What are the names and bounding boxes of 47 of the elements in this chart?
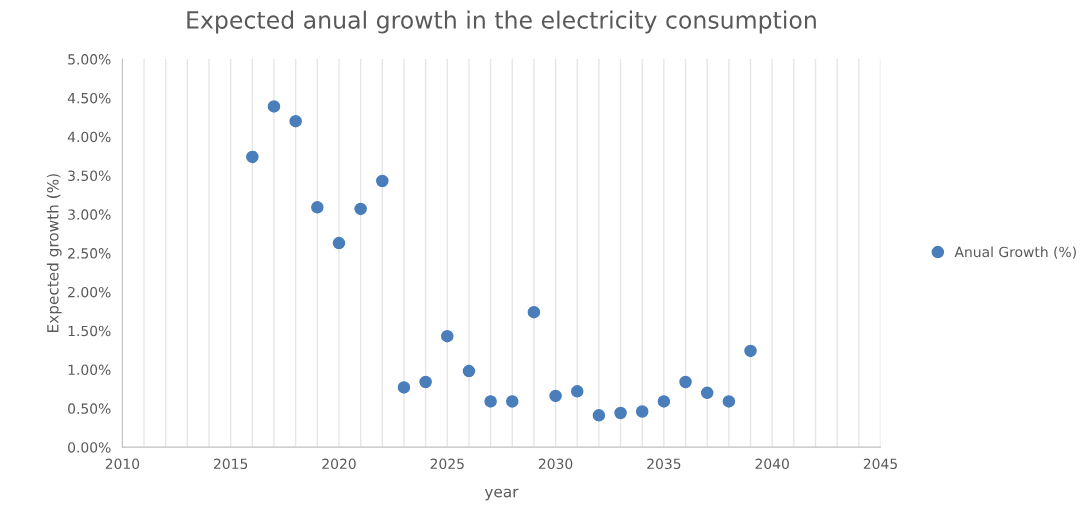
point	[441, 329, 454, 343]
point	[679, 375, 692, 389]
point	[722, 395, 736, 408]
y-tick-label: 4.00%	[67, 131, 111, 143]
chart-title: Expected anual growth in the electricity consumption	[187, 10, 816, 34]
y-tick-label: 3.00%	[68, 209, 111, 220]
x-tick-label: 2010	[105, 458, 140, 470]
y-tick-label: 2.50%	[68, 248, 111, 259]
y-tick-label: 0.50%	[68, 403, 111, 414]
x-tick-label: 2035	[647, 458, 681, 470]
point	[484, 395, 497, 408]
point	[332, 236, 346, 250]
point	[614, 406, 627, 420]
y-tick-label: 0.00%	[68, 442, 111, 453]
y-tick-label: 2.00%	[68, 286, 111, 298]
x-tick-label: 2030	[538, 458, 573, 470]
point	[700, 386, 714, 400]
y-tick-label: 3.50%	[68, 170, 111, 182]
point	[592, 409, 606, 422]
y-axis-title: Expected growth (%)	[46, 174, 62, 332]
point	[570, 385, 584, 398]
point	[267, 100, 281, 113]
x-tick-label: 2015	[214, 458, 248, 470]
point	[376, 174, 389, 188]
x-tick-label: 2040	[755, 458, 789, 470]
point	[506, 395, 519, 408]
point	[635, 405, 649, 418]
x-tick-label: 2025	[430, 458, 464, 470]
point	[311, 201, 324, 214]
y-tick-label: 1.50%	[68, 325, 111, 337]
legend-label: Anual Growth (%)	[954, 246, 1076, 259]
point	[397, 381, 411, 394]
y-tick-label: 4.50%	[67, 92, 111, 104]
point	[744, 344, 757, 358]
point	[527, 305, 541, 319]
x-tick-label: 2020	[322, 458, 356, 470]
point	[462, 364, 476, 378]
y-tick-label: 5.00%	[68, 54, 111, 65]
point	[549, 389, 562, 403]
point	[354, 202, 367, 216]
x-tick-label: 2045	[863, 458, 897, 470]
point	[289, 114, 302, 128]
x-axis-title: year	[484, 488, 519, 501]
point	[419, 375, 432, 389]
y-tick-label: 1.00%	[68, 364, 111, 376]
point	[246, 150, 259, 164]
point	[657, 395, 671, 408]
